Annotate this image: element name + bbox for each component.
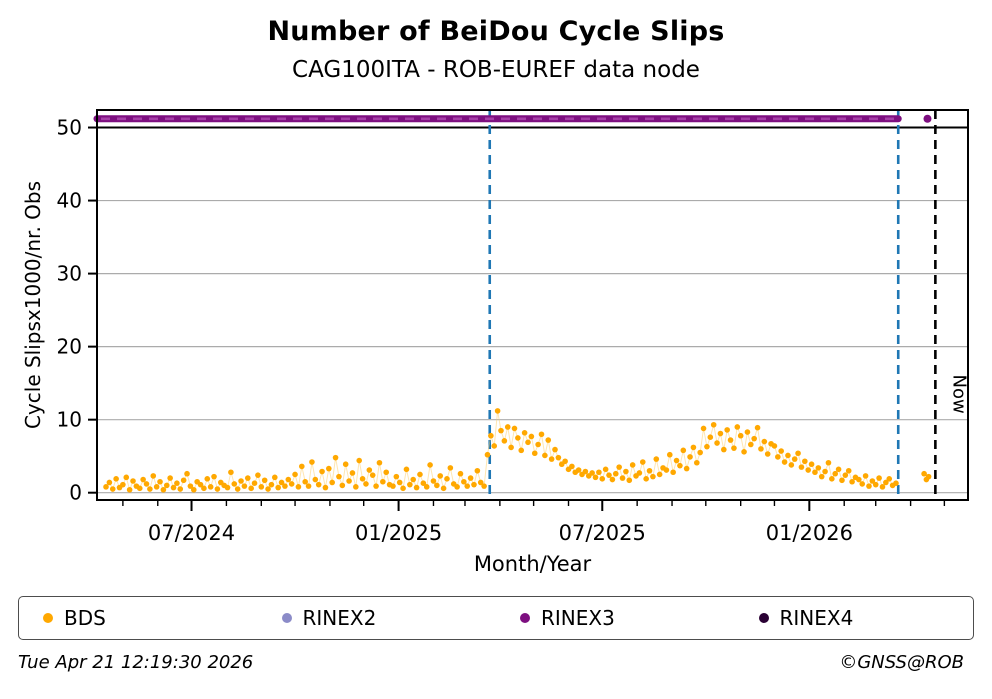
now-label: Now [948,374,969,413]
legend-item-bds: BDS [19,606,258,630]
page-title: Number of BeiDou Cycle Slips [267,16,725,47]
x-axis-ticks: 07/2024 01/2025 07/2025 01/2026 [122,500,946,545]
rinex3-series [93,114,932,123]
svg-text:30: 30 [57,262,82,286]
legend-item-rinex2: RINEX2 [258,606,497,630]
rinex2-marker-icon [281,613,292,623]
rinex4-marker-icon [758,613,769,623]
legend-label-rinex2: RINEX2 [302,606,377,630]
bds-series [103,408,932,493]
copyright-label: ©GNSS@ROB [839,652,964,673]
svg-text:07/2024: 07/2024 [148,521,235,545]
legend-label-rinex3: RINEX3 [541,606,615,630]
svg-text:07/2025: 07/2025 [559,521,646,545]
svg-text:50: 50 [57,116,82,140]
svg-text:0: 0 [69,481,82,505]
plot-area: Now 0 10 20 30 40 50 07/2024 01/2025 07/2025 01/20… [57,109,969,545]
legend-label-bds: BDS [64,606,106,630]
plot-timestamp: Tue Apr 21 12:19:30 2026 [18,652,254,673]
legend: BDS RINEX2 RINEX3 RINEX4 [18,596,974,640]
rinex3-marker-icon [520,613,530,623]
svg-text:01/2025: 01/2025 [355,521,442,545]
y-axis-label: Cycle Slipsx1000/nr. Obs [21,180,45,430]
page-subtitle: CAG100ITA - ROB-EUREF data node [292,57,700,83]
svg-text:01/2026: 01/2026 [766,521,853,545]
bds-marker-icon [43,613,53,623]
legend-label-rinex4: RINEX4 [779,606,854,630]
event-vlines: Now [488,110,969,500]
legend-item-rinex3: RINEX3 [496,606,735,630]
x-axis-label: Month/Year [473,552,592,576]
svg-text:20: 20 [57,335,82,359]
y-axis-ticks: 0 10 20 30 40 50 [57,116,97,505]
svg-text:40: 40 [57,189,82,213]
plot-frame [96,109,969,501]
svg-text:10: 10 [57,408,82,432]
legend-item-rinex4: RINEX4 [735,606,974,630]
